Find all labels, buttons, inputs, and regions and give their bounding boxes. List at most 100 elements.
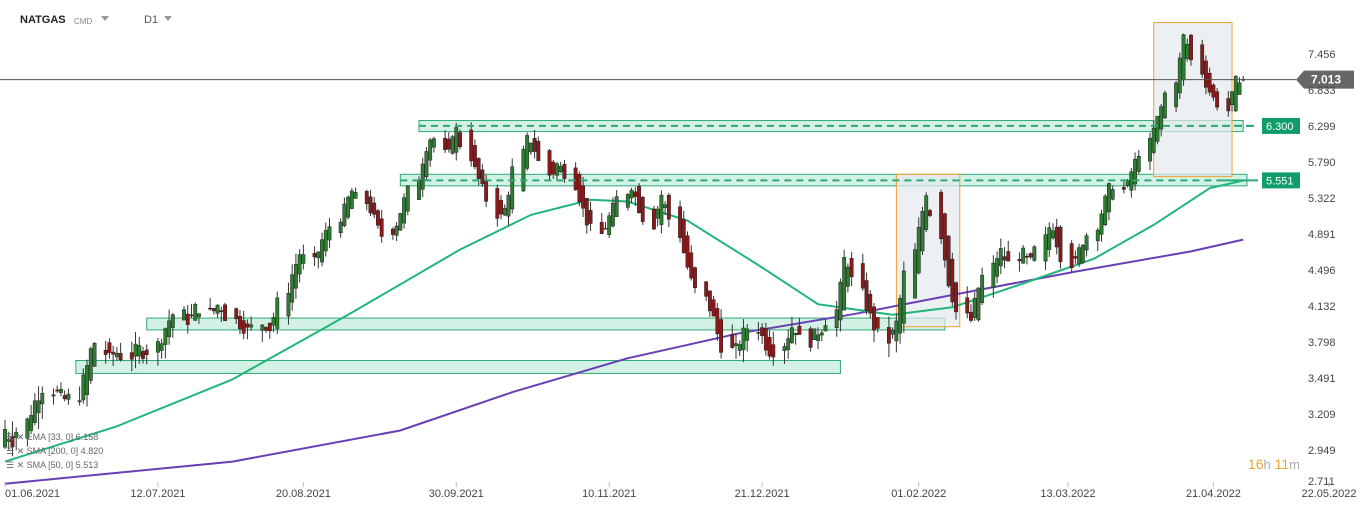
- candle-body: [659, 194, 664, 225]
- candle: [301, 244, 306, 270]
- legend-sma50-label: SMA [50, 0] 5.513: [26, 460, 99, 470]
- candle-body: [916, 227, 921, 274]
- candle-body: [118, 353, 123, 360]
- candle-body: [1200, 44, 1205, 75]
- candle-body: [793, 332, 798, 336]
- candle-body: [834, 309, 839, 329]
- candle: [1125, 179, 1130, 188]
- candle-body: [267, 322, 272, 332]
- candle: [1051, 223, 1055, 240]
- candle: [1203, 55, 1208, 95]
- legend-sma50[interactable]: ☰ ✕ SMA [50, 0] 5.513: [6, 460, 98, 471]
- legend-menu-icon[interactable]: ☰: [6, 446, 15, 456]
- candle-body: [763, 328, 768, 351]
- candle-body: [114, 352, 119, 358]
- candle: [107, 338, 112, 359]
- candle-body: [1058, 226, 1063, 262]
- candle: [1233, 75, 1238, 112]
- candle: [88, 346, 93, 384]
- candle: [734, 333, 738, 359]
- candle: [894, 313, 899, 353]
- candle-body: [573, 167, 578, 191]
- candle-body: [838, 281, 843, 321]
- candle-body: [499, 199, 503, 215]
- candle-body: [599, 221, 604, 234]
- candle-body: [756, 332, 761, 334]
- candle: [182, 306, 186, 321]
- candle-body: [678, 206, 682, 239]
- instrument-type: CMD: [74, 17, 93, 26]
- candle-body: [1230, 91, 1234, 105]
- candle: [32, 393, 37, 426]
- candle-body: [92, 343, 97, 367]
- candle: [581, 176, 586, 218]
- candle: [238, 310, 242, 335]
- candle: [745, 323, 750, 352]
- legend-sma200[interactable]: ☰ ✕ SMA [200, 0] 4.820: [6, 446, 103, 457]
- candle: [715, 302, 720, 341]
- candle-body: [939, 191, 944, 240]
- candle: [450, 134, 455, 155]
- legend-menu-icon[interactable]: ☰: [6, 460, 15, 470]
- candle: [1177, 52, 1182, 99]
- candle-body: [62, 395, 67, 400]
- x-tick-label: 01.06.2021: [5, 488, 60, 500]
- zone-3: [75, 360, 841, 374]
- candle-body: [66, 393, 71, 400]
- legend-close-icon[interactable]: ✕: [16, 446, 25, 456]
- candle-body: [81, 374, 86, 401]
- x-tick-label: 01.02.2022: [891, 488, 946, 500]
- candle: [428, 137, 433, 167]
- candle-body: [652, 208, 656, 230]
- candle-body: [342, 203, 347, 227]
- candle-body: [1073, 256, 1078, 259]
- legend-close-icon[interactable]: ✕: [16, 432, 25, 442]
- candle: [793, 332, 798, 345]
- candle-body: [1054, 226, 1059, 248]
- candle: [223, 302, 227, 321]
- legend-menu-icon[interactable]: ☰: [6, 432, 15, 442]
- candle: [663, 201, 668, 216]
- symbol-dropdown-icon[interactable]: [101, 16, 109, 21]
- candle-body: [998, 248, 1003, 267]
- candle-body: [234, 308, 239, 320]
- candle: [756, 322, 761, 341]
- candle-body: [898, 298, 903, 334]
- legend-close-icon[interactable]: ✕: [16, 460, 25, 470]
- candle-body: [920, 211, 925, 252]
- candle-body: [129, 352, 134, 360]
- candle-body: [842, 257, 847, 311]
- candle-body: [558, 165, 563, 173]
- candle-body: [390, 228, 395, 235]
- timeframe-label[interactable]: D1: [144, 14, 159, 26]
- candle: [111, 345, 116, 367]
- candle-body: [913, 249, 917, 299]
- candle-body: [77, 400, 82, 403]
- candle-body: [872, 306, 876, 331]
- candle-body: [734, 343, 738, 347]
- candle: [685, 231, 690, 270]
- candle: [185, 304, 190, 334]
- candle-body: [312, 253, 317, 258]
- candle: [1028, 252, 1033, 260]
- candle: [666, 192, 671, 228]
- candle: [1230, 91, 1234, 112]
- candle: [711, 295, 716, 317]
- candle: [469, 122, 474, 167]
- candle: [137, 336, 142, 364]
- candle: [1006, 240, 1011, 262]
- candle: [946, 235, 951, 288]
- timeframe-dropdown-icon[interactable]: [164, 16, 172, 21]
- candle: [390, 227, 395, 240]
- candle-body: [823, 325, 828, 332]
- candle: [480, 164, 485, 187]
- candle: [808, 326, 813, 352]
- candle: [1080, 243, 1085, 265]
- candle-body: [625, 194, 630, 208]
- legend-ema[interactable]: ☰ ✕ EMA [33, 0] 6.158: [6, 432, 98, 443]
- symbol-name[interactable]: NATGAS: [20, 14, 66, 26]
- candle-body: [372, 202, 377, 215]
- candle: [81, 368, 86, 404]
- candle-body: [431, 138, 436, 148]
